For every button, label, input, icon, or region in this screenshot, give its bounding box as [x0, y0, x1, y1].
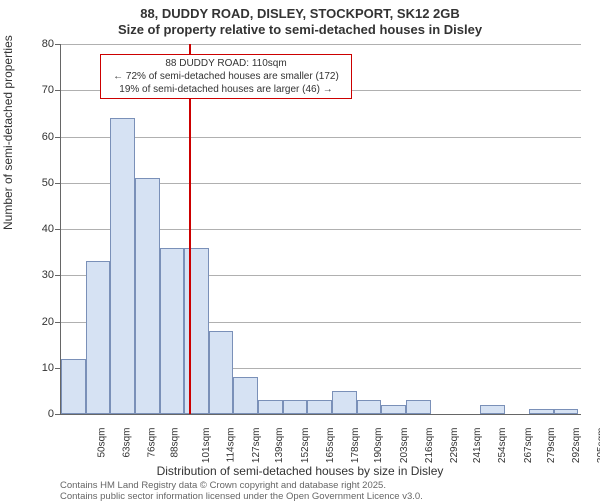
histogram-bar — [86, 261, 111, 414]
plot-area — [60, 44, 581, 415]
histogram-bar — [233, 377, 258, 414]
x-tick-label: 241sqm — [472, 428, 483, 464]
chart-title-line2: Size of property relative to semi-detach… — [0, 22, 600, 37]
y-tick-label: 60 — [24, 131, 54, 143]
histogram-bar — [307, 400, 332, 414]
x-tick-label: 229sqm — [449, 428, 460, 464]
x-tick-label: 203sqm — [399, 428, 410, 464]
y-tick-label: 20 — [24, 316, 54, 328]
histogram-bar — [209, 331, 234, 414]
x-tick-label: 178sqm — [350, 428, 361, 464]
histogram-bar — [480, 405, 505, 414]
footer-line2: Contains public sector information licen… — [60, 491, 423, 502]
x-tick-label: 76sqm — [147, 428, 158, 458]
y-tick-label: 10 — [24, 362, 54, 374]
x-axis-title: Distribution of semi-detached houses by … — [0, 464, 600, 478]
histogram-bar — [283, 400, 308, 414]
histogram-bar — [381, 405, 406, 414]
gridline — [61, 44, 581, 45]
y-tick-label: 0 — [24, 408, 54, 420]
y-tick-mark — [55, 368, 60, 369]
y-tick-label: 30 — [24, 269, 54, 281]
histogram-bar — [357, 400, 382, 414]
y-tick-mark — [55, 90, 60, 91]
x-tick-label: 139sqm — [274, 428, 285, 464]
x-tick-label: 305sqm — [596, 428, 600, 464]
histogram-bar — [110, 118, 135, 414]
y-tick-mark — [55, 275, 60, 276]
footer-line1: Contains HM Land Registry data © Crown c… — [60, 480, 423, 491]
histogram-bar — [332, 391, 357, 414]
x-tick-label: 101sqm — [201, 428, 212, 464]
y-tick-label: 70 — [24, 84, 54, 96]
histogram-bar — [258, 400, 283, 414]
x-tick-label: 267sqm — [523, 428, 534, 464]
y-tick-mark — [55, 322, 60, 323]
y-tick-label: 80 — [24, 38, 54, 50]
histogram-chart: 88, DUDDY ROAD, DISLEY, STOCKPORT, SK12 … — [0, 0, 600, 500]
x-tick-label: 165sqm — [325, 428, 336, 464]
x-tick-label: 127sqm — [251, 428, 262, 464]
y-tick-mark — [55, 44, 60, 45]
property-marker-line — [189, 44, 191, 414]
histogram-bar — [61, 359, 86, 415]
x-tick-label: 63sqm — [121, 428, 132, 458]
annotation-line3: 19% of semi-detached houses are larger (… — [105, 83, 347, 96]
annotation-line1: 88 DUDDY ROAD: 110sqm — [105, 57, 347, 70]
histogram-bar — [529, 409, 554, 414]
y-tick-mark — [55, 414, 60, 415]
x-tick-label: 254sqm — [498, 428, 509, 464]
histogram-bar — [406, 400, 431, 414]
y-axis-title: Number of semi-detached properties — [1, 35, 15, 230]
x-tick-label: 152sqm — [300, 428, 311, 464]
y-tick-label: 40 — [24, 223, 54, 235]
x-tick-label: 88sqm — [170, 428, 181, 458]
y-tick-mark — [55, 229, 60, 230]
annotation-line2: ← 72% of semi-detached houses are smalle… — [105, 70, 347, 83]
annotation-box: 88 DUDDY ROAD: 110sqm ← 72% of semi-deta… — [100, 54, 352, 99]
x-tick-label: 216sqm — [424, 428, 435, 464]
x-tick-label: 292sqm — [571, 428, 582, 464]
y-tick-mark — [55, 183, 60, 184]
x-tick-label: 114sqm — [225, 428, 236, 463]
x-tick-label: 279sqm — [546, 428, 557, 464]
y-tick-mark — [55, 137, 60, 138]
histogram-bar — [184, 248, 209, 415]
histogram-bar — [160, 248, 185, 415]
y-tick-label: 50 — [24, 177, 54, 189]
histogram-bar — [554, 409, 579, 414]
gridline — [61, 137, 581, 138]
x-tick-label: 50sqm — [96, 428, 107, 458]
histogram-bar — [135, 178, 160, 414]
chart-title-line1: 88, DUDDY ROAD, DISLEY, STOCKPORT, SK12 … — [0, 6, 600, 21]
footer-text: Contains HM Land Registry data © Crown c… — [60, 480, 423, 503]
x-tick-label: 190sqm — [373, 428, 384, 464]
